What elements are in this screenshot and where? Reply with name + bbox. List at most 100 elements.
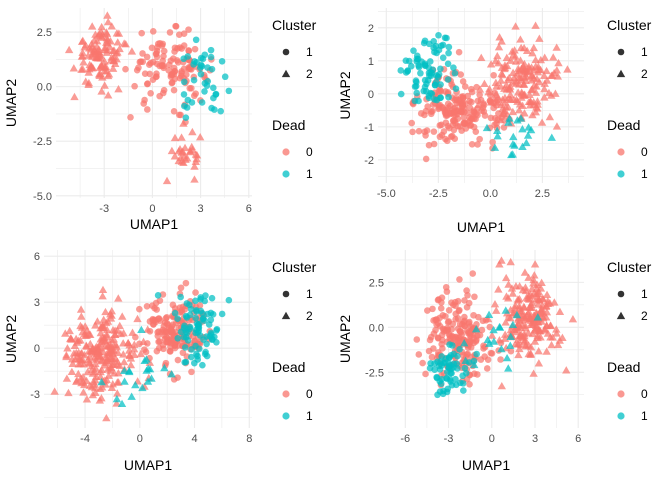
data-point-cluster-2 (523, 131, 533, 139)
data-point-cluster-2 (70, 92, 79, 101)
data-point-cluster-2 (497, 37, 506, 45)
data-point-cluster-1 (198, 99, 206, 106)
data-point-cluster-2 (494, 42, 504, 51)
data-point-cluster-1 (469, 270, 477, 277)
data-point-cluster-2 (82, 326, 92, 334)
legend-key-circle (282, 290, 290, 298)
data-point-cluster-2 (497, 256, 506, 264)
data-point-cluster-1 (415, 127, 423, 135)
data-point-cluster-1 (140, 100, 148, 107)
data-point-cluster-2 (568, 315, 578, 323)
data-point-cluster-2 (491, 78, 501, 86)
data-point-cluster-1 (432, 78, 440, 86)
data-point-cluster-2 (190, 162, 199, 170)
legend-label-cluster: 1 (641, 45, 648, 59)
data-point-cluster-2 (100, 45, 110, 53)
y-axis-title: UMAP2 (337, 71, 353, 119)
data-point-cluster-2 (506, 332, 515, 340)
data-point-cluster-1 (464, 119, 472, 127)
data-point-cluster-2 (109, 52, 118, 61)
data-point-cluster-2 (486, 60, 496, 68)
data-point-cluster-1 (454, 365, 461, 372)
data-point-cluster-2 (109, 360, 119, 368)
data-point-cluster-2 (117, 399, 127, 408)
data-point-cluster-2 (506, 257, 515, 266)
data-point-cluster-2 (64, 45, 74, 54)
data-point-cluster-1 (443, 112, 451, 119)
data-point-cluster-1 (397, 67, 405, 74)
data-point-cluster-1 (437, 65, 444, 73)
data-point-cluster-1 (217, 107, 225, 115)
data-point-cluster-2 (507, 150, 516, 159)
data-point-cluster-2 (170, 133, 180, 142)
data-point-cluster-2 (62, 374, 72, 382)
data-point-cluster-2 (91, 321, 100, 329)
y-tick-label: -3 (30, 389, 40, 401)
data-point-cluster-1 (199, 310, 206, 317)
legend-key-circle (282, 48, 290, 56)
data-point-cluster-1 (192, 36, 200, 44)
data-point-cluster-2 (514, 296, 523, 304)
data-point-cluster-2 (533, 331, 542, 339)
data-point-cluster-2 (192, 154, 201, 163)
data-point-cluster-2 (77, 323, 87, 331)
data-point-cluster-1 (439, 54, 447, 62)
data-point-cluster-1 (180, 91, 188, 98)
data-point-cluster-1 (122, 65, 129, 73)
data-point-cluster-1 (450, 360, 458, 368)
data-point-cluster-2 (509, 132, 518, 141)
data-point-cluster-2 (513, 335, 523, 343)
data-point-cluster-1 (182, 328, 190, 335)
legend-label-dead: 0 (641, 145, 648, 159)
data-point-cluster-1 (143, 80, 151, 88)
x-tick-label: 3 (532, 433, 538, 445)
data-point-cluster-2 (510, 46, 519, 54)
data-point-cluster-1 (183, 104, 191, 111)
data-point-cluster-1 (467, 330, 474, 337)
data-point-cluster-1 (421, 37, 429, 45)
data-point-cluster-2 (553, 340, 563, 349)
data-point-cluster-1 (454, 115, 462, 123)
data-point-cluster-2 (501, 318, 510, 326)
data-point-cluster-2 (181, 155, 190, 163)
data-point-cluster-1 (497, 339, 505, 347)
data-point-cluster-1 (197, 294, 204, 301)
legend-key-dead (617, 390, 625, 398)
legend-key-dead (617, 148, 625, 156)
data-point-cluster-2 (524, 273, 533, 281)
data-point-cluster-1 (486, 97, 494, 105)
data-point-cluster-1 (201, 317, 208, 324)
data-point-cluster-1 (442, 119, 450, 126)
data-point-cluster-1 (160, 52, 167, 60)
data-point-cluster-1 (156, 92, 163, 100)
data-point-cluster-1 (201, 88, 208, 95)
data-point-cluster-2 (105, 42, 114, 51)
data-point-cluster-1 (193, 59, 201, 66)
data-point-cluster-2 (509, 73, 519, 82)
data-point-cluster-1 (191, 337, 198, 345)
data-point-cluster-2 (72, 348, 81, 357)
data-point-cluster-1 (409, 128, 416, 136)
data-point-cluster-2 (125, 341, 134, 349)
data-point-cluster-1 (473, 110, 480, 118)
data-point-cluster-2 (137, 325, 146, 334)
data-point-cluster-2 (512, 310, 522, 319)
data-point-cluster-1 (174, 356, 182, 364)
data-point-cluster-1 (162, 314, 170, 322)
data-point-cluster-1 (190, 76, 198, 84)
data-point-cluster-2 (460, 338, 469, 347)
data-point-cluster-1 (442, 355, 450, 362)
data-point-cluster-2 (107, 383, 117, 391)
data-point-cluster-2 (520, 268, 530, 276)
data-point-cluster-1 (501, 117, 508, 124)
x-axis-title: UMAP1 (457, 219, 505, 235)
points (397, 21, 572, 163)
data-point-cluster-1 (461, 108, 468, 116)
data-point-cluster-1 (169, 70, 176, 78)
data-point-cluster-1 (429, 101, 437, 108)
data-point-cluster-2 (533, 313, 543, 321)
data-point-cluster-1 (218, 310, 226, 318)
data-point-cluster-1 (450, 64, 457, 71)
data-point-cluster-1 (408, 119, 416, 127)
